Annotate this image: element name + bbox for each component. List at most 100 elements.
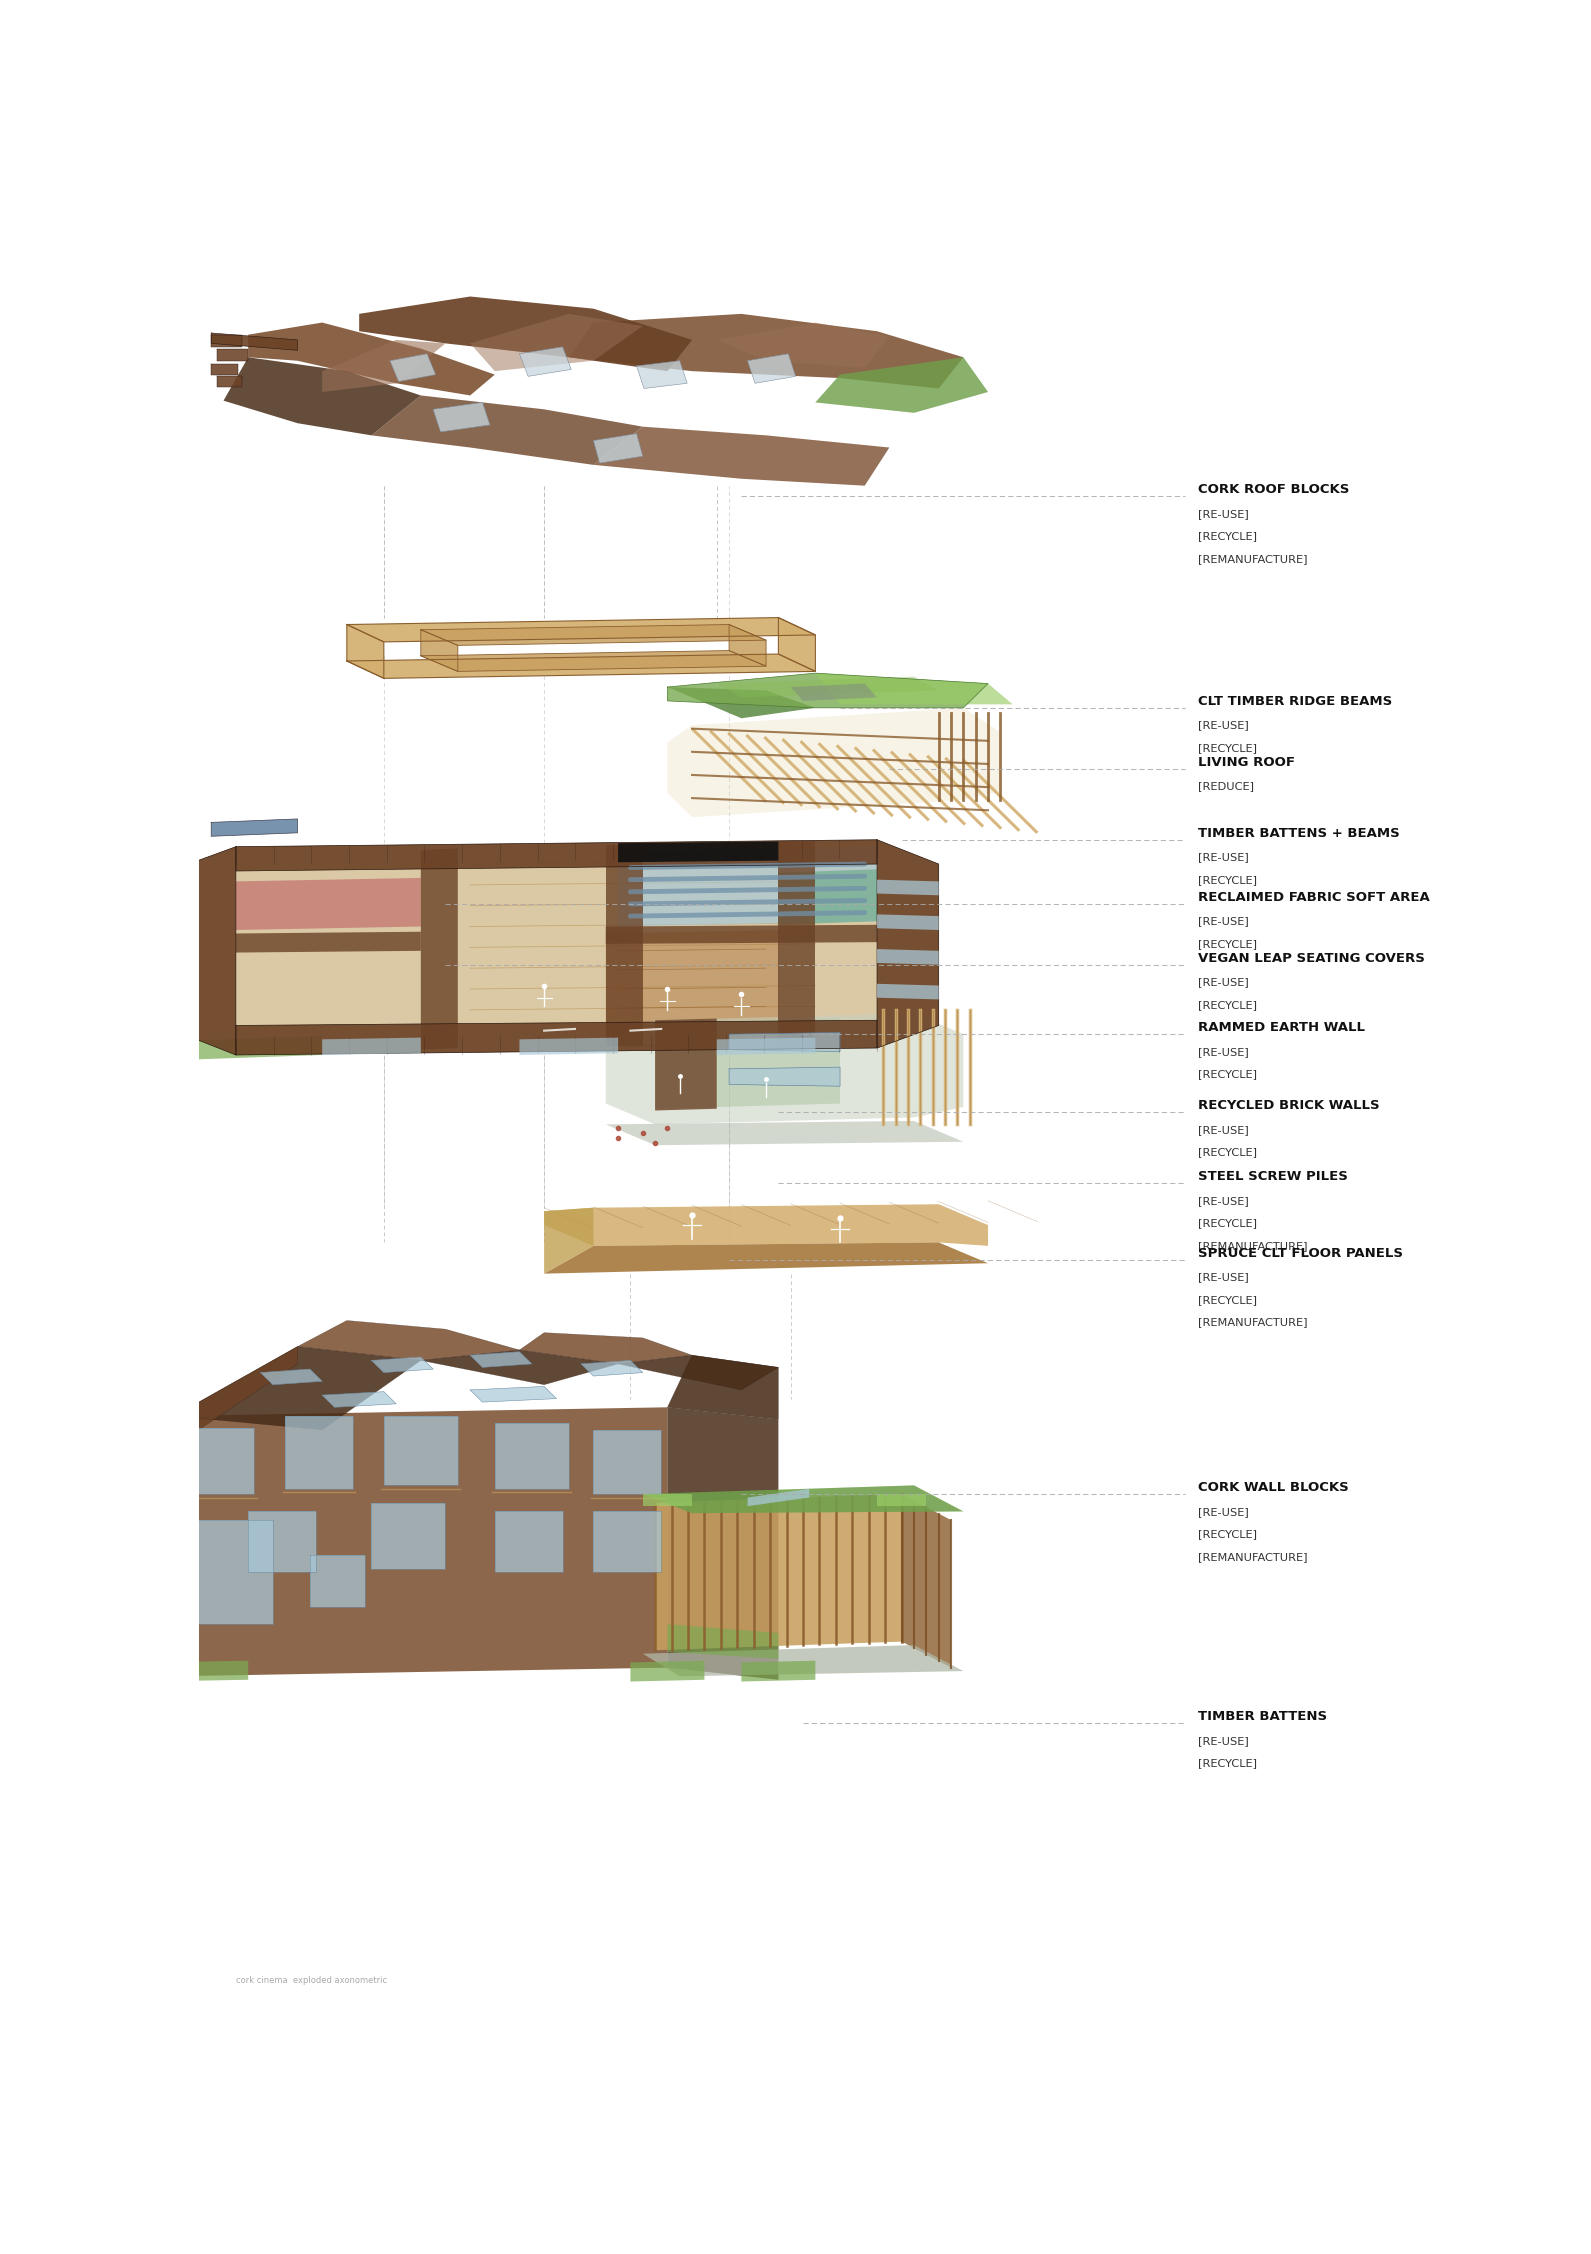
Polygon shape: [655, 1019, 716, 1111]
Polygon shape: [298, 1321, 520, 1361]
Polygon shape: [778, 841, 816, 1046]
Polygon shape: [877, 983, 939, 999]
Polygon shape: [248, 1512, 317, 1573]
Polygon shape: [169, 879, 191, 897]
Text: [RE-USE]: [RE-USE]: [1198, 1271, 1249, 1283]
Polygon shape: [748, 1490, 810, 1506]
Polygon shape: [142, 904, 164, 922]
Text: [RE-USE]: [RE-USE]: [1198, 1506, 1249, 1517]
Polygon shape: [175, 841, 939, 1055]
Polygon shape: [175, 848, 235, 1055]
Polygon shape: [169, 854, 191, 872]
Polygon shape: [902, 1494, 951, 1668]
Polygon shape: [212, 365, 239, 374]
Text: CORK ROOF BLOCKS: CORK ROOF BLOCKS: [1198, 482, 1349, 496]
Polygon shape: [383, 1416, 458, 1485]
Polygon shape: [235, 841, 877, 870]
Polygon shape: [218, 349, 248, 361]
Polygon shape: [668, 1406, 778, 1679]
Polygon shape: [186, 1519, 274, 1625]
Text: [RE-USE]: [RE-USE]: [1198, 978, 1249, 987]
Polygon shape: [495, 1512, 563, 1573]
Polygon shape: [248, 322, 495, 394]
Text: [RE-USE]: [RE-USE]: [1198, 917, 1249, 926]
Polygon shape: [606, 845, 643, 1046]
Text: [RE-USE]: [RE-USE]: [1198, 1197, 1249, 1206]
Polygon shape: [169, 904, 191, 922]
Polygon shape: [372, 1357, 433, 1373]
Polygon shape: [218, 376, 242, 388]
Polygon shape: [212, 818, 298, 836]
Polygon shape: [816, 356, 988, 412]
Polygon shape: [433, 403, 490, 433]
Polygon shape: [606, 931, 778, 1050]
Polygon shape: [741, 1661, 816, 1681]
Text: [RE-USE]: [RE-USE]: [1198, 1046, 1249, 1057]
Polygon shape: [636, 361, 687, 388]
Polygon shape: [390, 354, 436, 381]
Polygon shape: [877, 841, 939, 1048]
Polygon shape: [115, 832, 137, 848]
Polygon shape: [877, 915, 939, 931]
Polygon shape: [655, 1019, 840, 1109]
Text: [RECYCLE]: [RECYCLE]: [1198, 940, 1257, 949]
Polygon shape: [619, 1355, 778, 1391]
Text: CORK WALL BLOCKS: CORK WALL BLOCKS: [1198, 1481, 1349, 1494]
Polygon shape: [347, 618, 816, 642]
Polygon shape: [142, 854, 164, 872]
Polygon shape: [520, 1037, 619, 1055]
Text: [RE-USE]: [RE-USE]: [1198, 852, 1249, 863]
Text: RECYCLED BRICK WALLS: RECYCLED BRICK WALLS: [1198, 1100, 1379, 1111]
Polygon shape: [729, 1066, 840, 1086]
Polygon shape: [235, 931, 420, 953]
Polygon shape: [606, 1120, 964, 1145]
Polygon shape: [471, 313, 643, 372]
Polygon shape: [235, 877, 420, 931]
Polygon shape: [420, 651, 767, 672]
Polygon shape: [372, 1503, 445, 1569]
Text: [RECYCLE]: [RECYCLE]: [1198, 1219, 1257, 1228]
Polygon shape: [310, 1555, 366, 1607]
Polygon shape: [175, 1346, 420, 1429]
Polygon shape: [420, 1350, 619, 1384]
Polygon shape: [619, 841, 778, 863]
Polygon shape: [668, 674, 988, 708]
Text: VEGAN LEAP SEATING COVERS: VEGAN LEAP SEATING COVERS: [1198, 951, 1424, 965]
Polygon shape: [212, 334, 242, 347]
Polygon shape: [791, 683, 877, 701]
Polygon shape: [520, 347, 571, 376]
Polygon shape: [606, 1014, 964, 1125]
Polygon shape: [729, 624, 767, 667]
Polygon shape: [372, 394, 643, 464]
Polygon shape: [175, 1037, 321, 1059]
Text: RAMMED EARTH WALL: RAMMED EARTH WALL: [1198, 1021, 1365, 1035]
Polygon shape: [778, 870, 877, 924]
Polygon shape: [668, 687, 816, 719]
Text: cork cinema  exploded axonometric: cork cinema exploded axonometric: [235, 1977, 387, 1986]
Text: [REDUCE]: [REDUCE]: [1198, 782, 1254, 791]
Text: [REMANUFACTURE]: [REMANUFACTURE]: [1198, 554, 1308, 564]
Text: [RECYCLE]: [RECYCLE]: [1198, 744, 1257, 753]
Polygon shape: [360, 298, 692, 372]
Polygon shape: [495, 1422, 570, 1490]
Text: RECLAIMED FABRIC SOFT AREA: RECLAIMED FABRIC SOFT AREA: [1198, 890, 1429, 904]
Polygon shape: [175, 1406, 668, 1677]
Text: TIMBER BATTENS: TIMBER BATTENS: [1198, 1711, 1327, 1722]
Polygon shape: [420, 624, 767, 645]
Polygon shape: [816, 674, 1013, 703]
Polygon shape: [729, 1032, 840, 1050]
Text: [RE-USE]: [RE-USE]: [1198, 509, 1249, 518]
Polygon shape: [668, 1355, 778, 1420]
Polygon shape: [593, 433, 643, 462]
Polygon shape: [606, 924, 877, 944]
Polygon shape: [420, 629, 458, 672]
Polygon shape: [544, 1242, 988, 1274]
Polygon shape: [321, 1391, 396, 1406]
Polygon shape: [261, 1368, 321, 1384]
Polygon shape: [520, 1332, 692, 1364]
Polygon shape: [748, 354, 796, 383]
Text: [RECYCLE]: [RECYCLE]: [1198, 1068, 1257, 1080]
Polygon shape: [115, 854, 137, 872]
Polygon shape: [643, 1485, 964, 1512]
Polygon shape: [630, 1661, 705, 1681]
